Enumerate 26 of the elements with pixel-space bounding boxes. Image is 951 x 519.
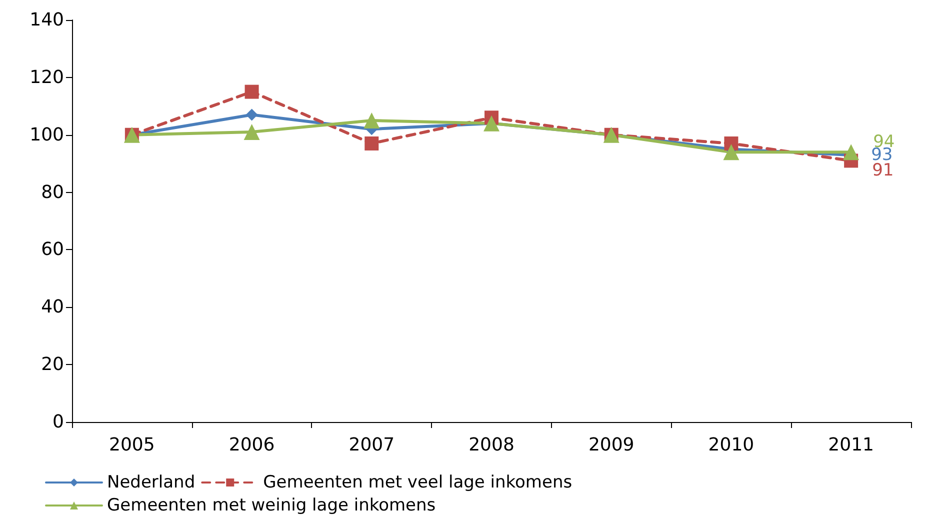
point xyxy=(364,112,380,128)
legend-label: Gemeenten met weinig lage inkomens xyxy=(107,496,436,516)
y-tick-label: 20 xyxy=(41,354,64,376)
point xyxy=(723,144,740,160)
point xyxy=(246,108,258,121)
legend-label: Nederland xyxy=(107,472,196,492)
point xyxy=(843,144,860,160)
y-tick-label: 0 xyxy=(52,412,64,432)
x-tick-label: 2005 xyxy=(109,434,155,456)
x-tick-label: 2008 xyxy=(468,434,514,456)
y-tick-label: 60 xyxy=(41,239,64,260)
point xyxy=(244,124,260,140)
y-tick-label: 100 xyxy=(30,124,64,146)
y-tick-label: 80 xyxy=(41,182,64,203)
x-tick-label: 2010 xyxy=(708,434,754,456)
x-tick-label: 2006 xyxy=(228,434,275,456)
y-tick-label: 120 xyxy=(30,66,64,88)
y-tick-label: 140 xyxy=(30,10,64,30)
data-label: 91 xyxy=(872,160,894,181)
point xyxy=(244,84,259,99)
legend-label: Gemeenten met veel lage inkomens xyxy=(263,472,572,492)
x-tick-label: 2009 xyxy=(588,434,634,456)
point xyxy=(364,136,379,150)
y-tick-label: 40 xyxy=(41,296,64,318)
x-tick-label: 2011 xyxy=(828,434,874,456)
x-tick-label: 2007 xyxy=(348,434,395,456)
